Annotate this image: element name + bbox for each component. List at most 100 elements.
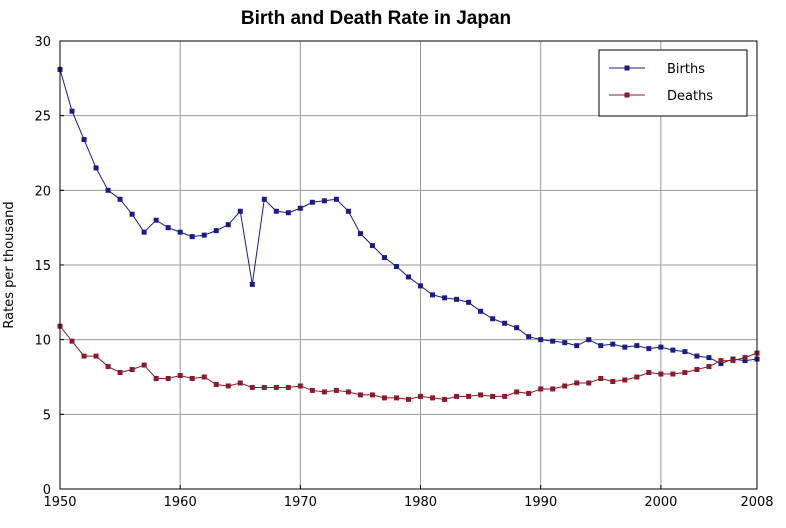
y-tick-label: 25: [34, 110, 51, 125]
data-point-births: [105, 187, 111, 193]
data-point-births: [393, 263, 399, 269]
legend: Births Deaths: [598, 49, 748, 117]
data-point-births: [502, 320, 508, 326]
data-point-deaths: [393, 395, 399, 401]
data-point-deaths: [658, 371, 664, 377]
data-point-births: [357, 231, 363, 237]
data-point-births: [514, 325, 520, 331]
series-deaths: [57, 323, 760, 402]
data-point-births: [249, 281, 255, 287]
data-point-births: [213, 228, 219, 234]
data-point-deaths: [153, 375, 159, 381]
legend-item-births: Births: [609, 62, 705, 77]
data-point-births: [538, 337, 544, 343]
y-tick-label: 15: [34, 259, 51, 274]
data-point-deaths: [273, 384, 279, 390]
data-point-births: [646, 346, 652, 352]
data-point-births: [345, 208, 351, 214]
data-point-births: [466, 299, 472, 305]
data-point-births: [478, 308, 484, 314]
data-point-births: [622, 344, 628, 350]
x-tick-label: 2000: [644, 495, 677, 510]
data-point-deaths: [357, 392, 363, 398]
data-point-births: [406, 274, 411, 280]
ticks: 1950 1960 1970 1980 1990 2000 2008 0 5 10 15 20 25 30: [34, 35, 773, 510]
data-point-deaths: [81, 353, 87, 359]
data-point-deaths: [514, 389, 520, 395]
data-point-deaths: [129, 367, 135, 373]
data-point-births: [189, 234, 195, 240]
data-point-births: [454, 296, 460, 302]
data-point-deaths: [634, 374, 640, 380]
data-point-deaths: [742, 355, 748, 361]
series-layer: [57, 66, 760, 402]
data-point-deaths: [105, 364, 111, 370]
data-point-births: [225, 222, 231, 228]
x-tick-label: 1970: [284, 495, 317, 510]
data-point-births: [321, 198, 327, 204]
data-point-deaths: [622, 377, 628, 383]
data-point-births: [670, 347, 676, 353]
legend-label: Births: [667, 62, 705, 77]
data-point-deaths: [333, 387, 339, 393]
data-point-deaths: [538, 386, 544, 392]
data-point-births: [550, 338, 556, 344]
data-point-births: [381, 255, 387, 261]
data-point-deaths: [574, 380, 580, 386]
data-point-deaths: [213, 381, 219, 387]
data-point-deaths: [478, 392, 484, 398]
data-point-deaths: [550, 386, 556, 392]
data-point-births: [562, 340, 568, 346]
data-point-births: [237, 208, 243, 214]
data-point-births: [309, 199, 315, 205]
data-point-deaths: [670, 371, 676, 377]
data-point-births: [297, 205, 303, 211]
data-point-deaths: [285, 384, 291, 390]
data-point-births: [165, 225, 171, 231]
data-point-deaths: [502, 393, 508, 399]
data-point-births: [418, 283, 424, 289]
data-point-births: [586, 337, 592, 343]
data-point-births: [430, 292, 436, 298]
legend-marker: [624, 92, 630, 98]
data-point-deaths: [730, 358, 736, 364]
data-point-births: [490, 316, 496, 322]
data-point-deaths: [610, 378, 616, 384]
data-point-births: [141, 229, 147, 235]
data-point-births: [369, 243, 375, 249]
data-point-deaths: [165, 375, 171, 381]
data-point-births: [694, 353, 700, 359]
legend-item-deaths: Deaths: [609, 89, 713, 104]
data-point-births: [598, 343, 604, 349]
x-tick-label: 1950: [43, 495, 76, 510]
data-point-deaths: [309, 387, 315, 393]
y-tick-label: 5: [43, 408, 51, 423]
data-point-births: [81, 137, 87, 143]
data-point-deaths: [249, 384, 255, 390]
chart-title: Birth and Death Rate in Japan: [241, 8, 511, 29]
y-tick-label: 0: [43, 483, 51, 498]
x-tick-label: 2008: [740, 495, 773, 510]
data-point-births: [153, 217, 159, 223]
legend-marker: [624, 65, 630, 71]
x-tick-label: 1960: [164, 495, 197, 510]
data-point-births: [177, 229, 183, 235]
data-point-deaths: [345, 389, 351, 395]
data-point-deaths: [418, 393, 424, 399]
data-point-deaths: [454, 393, 460, 399]
data-point-deaths: [526, 390, 532, 396]
data-point-births: [333, 196, 339, 202]
data-point-births: [129, 211, 135, 217]
data-point-deaths: [586, 380, 592, 386]
series-line-deaths: [59, 325, 758, 400]
data-point-deaths: [706, 364, 712, 370]
data-point-births: [442, 295, 448, 301]
legend-label: Deaths: [667, 89, 713, 104]
data-point-births: [273, 208, 279, 214]
data-point-births: [718, 361, 724, 367]
data-point-births: [706, 355, 712, 361]
data-point-deaths: [466, 393, 472, 399]
data-point-deaths: [321, 389, 327, 395]
y-tick-label: 10: [34, 334, 51, 349]
